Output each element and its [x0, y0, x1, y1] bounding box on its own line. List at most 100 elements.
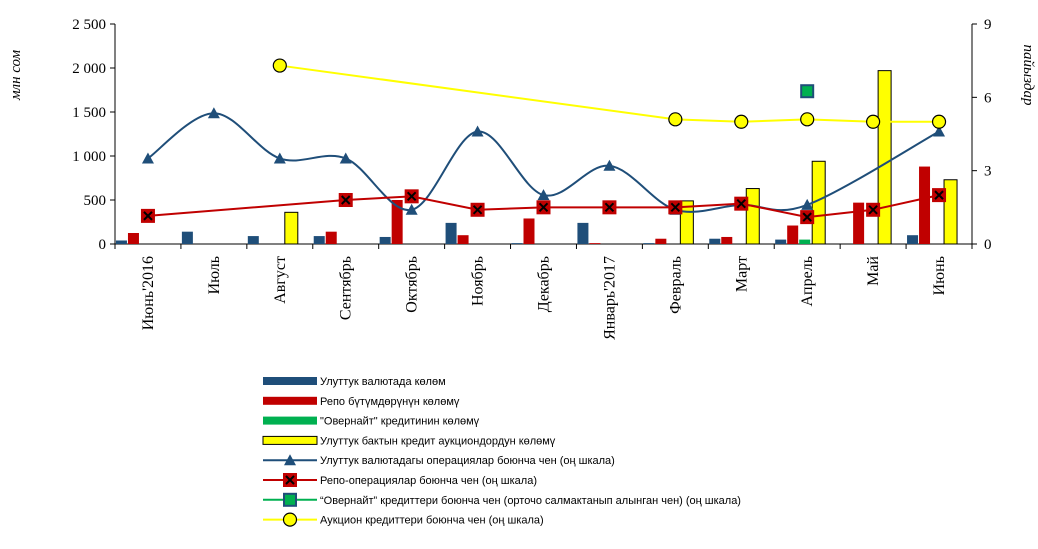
category-label: Август — [272, 256, 289, 304]
legend-label: Улуттук валютадагы операциялар боюнча че… — [320, 455, 615, 467]
bars-layer — [115, 70, 958, 245]
data-point-cross — [538, 202, 549, 213]
y-tick-label: 1 500 — [72, 105, 106, 121]
data-point — [800, 84, 815, 99]
legend-swatch — [263, 396, 317, 405]
bar — [577, 222, 589, 244]
bar — [643, 243, 655, 244]
data-point-cross — [802, 212, 812, 222]
lines-layer — [140, 58, 947, 225]
bar — [907, 235, 919, 244]
y2-tick-label: 6 — [984, 90, 992, 106]
legend-label: Улуттук бактын кредит аукциондордун көлө… — [320, 435, 556, 447]
data-point-cross — [868, 205, 878, 215]
data-point-cross — [143, 211, 153, 221]
series-line — [279, 64, 940, 123]
legend-swatch — [262, 435, 318, 445]
y-axis-title: млн сом — [8, 50, 24, 102]
category-label: Февраль — [667, 256, 684, 314]
data-point — [272, 58, 287, 73]
y-tick-label: 0 — [99, 237, 107, 253]
bar — [919, 166, 931, 244]
data-point — [734, 114, 749, 129]
legend-label: Аукцион кредиттери боюнча чен (оң шкала) — [320, 515, 544, 527]
data-point-cross — [285, 475, 295, 485]
bar — [655, 238, 667, 244]
data-point — [282, 512, 298, 527]
data-point — [668, 112, 683, 127]
bar — [457, 235, 469, 244]
category-label: Июнь — [931, 256, 948, 295]
data-point — [800, 112, 815, 127]
legend-swatch — [263, 377, 317, 385]
bar — [523, 218, 535, 244]
y-tick-label: 2 500 — [72, 17, 106, 33]
bar — [379, 236, 391, 244]
data-point — [866, 114, 881, 129]
bar — [589, 243, 601, 244]
bar — [709, 238, 721, 244]
data-point — [471, 125, 484, 137]
bar — [721, 236, 733, 244]
y-tick-label: 2 000 — [72, 61, 106, 77]
y2-tick-label: 3 — [984, 164, 992, 180]
category-label: Март — [733, 256, 750, 292]
y-tick-label: 1 000 — [72, 149, 106, 165]
y-tick-label: 500 — [84, 193, 107, 209]
data-point — [931, 114, 947, 129]
category-label: Октябрь — [404, 256, 421, 313]
data-point-cross — [341, 195, 351, 205]
bar — [313, 236, 325, 244]
bar — [115, 240, 127, 244]
legend: Улуттук валютада көлөм Репо бүтүмдөрүнүн … — [262, 376, 741, 527]
axes-layer — [110, 23, 977, 249]
legend-label: “Овернайт” кредиттери боюнча чен (орточо… — [320, 495, 741, 507]
labels-layer: 0 500 1 000 1 500 2 000 2 500 0 3 6 9 млн сом пайыз… — [8, 17, 1036, 340]
bar — [787, 225, 799, 244]
data-point-cross — [406, 191, 417, 202]
bar — [284, 211, 299, 245]
bar — [325, 231, 337, 244]
category-label: Июль — [206, 256, 223, 294]
category-label: Ноябрь — [470, 256, 487, 306]
bar — [391, 200, 403, 244]
bar — [181, 231, 193, 244]
data-point — [283, 492, 297, 507]
data-point-cross — [604, 202, 615, 213]
bar — [943, 179, 958, 245]
data-point — [273, 152, 286, 164]
bar — [877, 70, 892, 245]
data-point-cross — [736, 198, 746, 209]
bar — [853, 202, 865, 244]
category-label: Декабрь — [536, 256, 553, 312]
bar — [127, 233, 139, 244]
data-point — [141, 152, 154, 164]
category-label: Апрель — [799, 256, 816, 307]
legend-label: Репо-операциялар боюнча чен (оң шкала) — [320, 475, 537, 487]
data-point — [207, 107, 220, 119]
data-point — [537, 189, 550, 201]
data-point — [603, 159, 616, 171]
data-point — [801, 198, 814, 210]
data-point-cross — [934, 190, 944, 200]
bar — [511, 243, 523, 244]
category-label: Июнь'2016 — [140, 256, 157, 330]
bar — [745, 188, 760, 245]
bar — [247, 236, 259, 244]
category-label: Май — [865, 256, 882, 286]
data-point — [933, 125, 946, 137]
bar — [445, 222, 457, 244]
legend-swatch — [263, 416, 317, 425]
y2-tick-label: 9 — [984, 17, 992, 33]
bar — [775, 239, 787, 244]
data-point-cross — [472, 205, 483, 215]
category-label: Январь'2017 — [601, 256, 618, 340]
data-point — [284, 454, 296, 466]
bar — [799, 239, 811, 244]
category-label: Сентябрь — [338, 256, 355, 320]
y2-axis-title: пайыздар — [1020, 45, 1036, 106]
y2-tick-label: 0 — [984, 237, 992, 253]
legend-label: Улуттук валютада көлөм — [320, 376, 446, 388]
legend-label: "Овернайт" кредитинин көлөмү — [320, 416, 480, 428]
